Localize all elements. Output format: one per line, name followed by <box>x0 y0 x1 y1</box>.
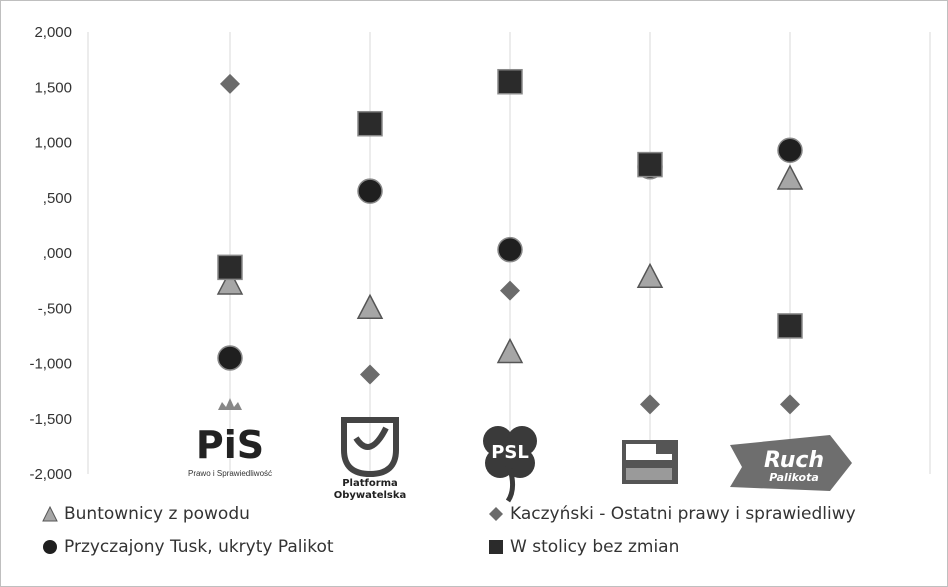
legend-item-square: W stolicy bez zmian <box>488 537 679 557</box>
y-tick-label: -1,500 <box>29 411 72 428</box>
legend-item-circle: Przyczajony Tusk, ukryty Palikot <box>42 537 334 557</box>
pis-logo: PiS Prawo i Sprawiedliwość <box>188 398 272 478</box>
data-point-triangle <box>636 262 664 289</box>
data-point-circle <box>777 137 803 163</box>
pis-logo-subtext: Prawo i Sprawiedliwość <box>188 469 272 478</box>
po-shield-icon <box>341 417 399 478</box>
data-markers <box>216 68 804 415</box>
data-point-square <box>637 151 663 178</box>
triangle-marker-icon <box>42 506 58 522</box>
data-point-triangle <box>496 337 524 364</box>
po-logo-line2: Obywatelska <box>334 490 407 501</box>
data-point-circle <box>357 178 383 204</box>
data-point-square <box>777 313 803 339</box>
data-point-diamond <box>500 280 520 301</box>
data-point-square <box>217 254 243 281</box>
data-point-square <box>357 110 383 137</box>
legend-item-triangle: Buntownicy z powodu <box>42 504 250 524</box>
legend-label-diamond: Kaczyński - Ostatni prawy i sprawiedliwy <box>510 504 856 524</box>
y-tick-label: 1,500 <box>34 79 72 96</box>
y-tick-label: ,000 <box>43 245 72 262</box>
psl-logo-text: PSL <box>491 442 529 463</box>
ruch-logo-line2: Palikota <box>769 471 818 484</box>
circle-marker-icon <box>43 540 57 554</box>
data-point-diamond <box>640 394 660 415</box>
data-point-triangle <box>356 293 384 319</box>
data-point-diamond <box>220 73 240 94</box>
po-logo: Platforma Obywatelska <box>334 417 407 501</box>
psl-logo: PSL <box>483 426 537 503</box>
pis-logo-text: PiS <box>196 423 264 467</box>
data-point-circle <box>497 236 523 263</box>
legend-label-square: W stolicy bez zmian <box>510 537 680 557</box>
y-tick-label: ,500 <box>43 190 72 207</box>
y-axis-ticks: 2,000 1,500 1,000 ,500 ,000 -,500 -1,000 -1,500… <box>29 24 72 483</box>
data-point-triangle <box>216 269 244 295</box>
square-marker-icon <box>489 540 503 554</box>
data-point-square <box>497 68 523 95</box>
data-point-diamond <box>360 364 380 385</box>
legend-label-circle: Przyczajony Tusk, ukryty Palikot <box>64 537 334 557</box>
y-tick-label: -1,000 <box>29 356 72 373</box>
data-point-triangle <box>776 164 804 190</box>
y-tick-label: 1,000 <box>34 135 72 152</box>
sld-logo <box>622 440 678 484</box>
data-point-diamond <box>780 394 800 415</box>
y-tick-label: -2,000 <box>29 466 72 483</box>
ruch-palikota-logo: Ruch Palikota <box>730 435 852 491</box>
crown-icon <box>218 398 242 410</box>
legend-label-triangle: Buntownicy z powodu <box>64 504 250 524</box>
y-tick-label: -,500 <box>38 300 72 317</box>
y-tick-label: 2,000 <box>34 24 72 41</box>
diamond-marker-icon <box>489 507 503 521</box>
data-point-circle <box>217 345 243 371</box>
ruch-logo-line1: Ruch <box>764 448 824 473</box>
legend-item-diamond: Kaczyński - Ostatni prawy i sprawiedliwy <box>488 504 856 524</box>
po-logo-line1: Platforma <box>342 478 398 489</box>
